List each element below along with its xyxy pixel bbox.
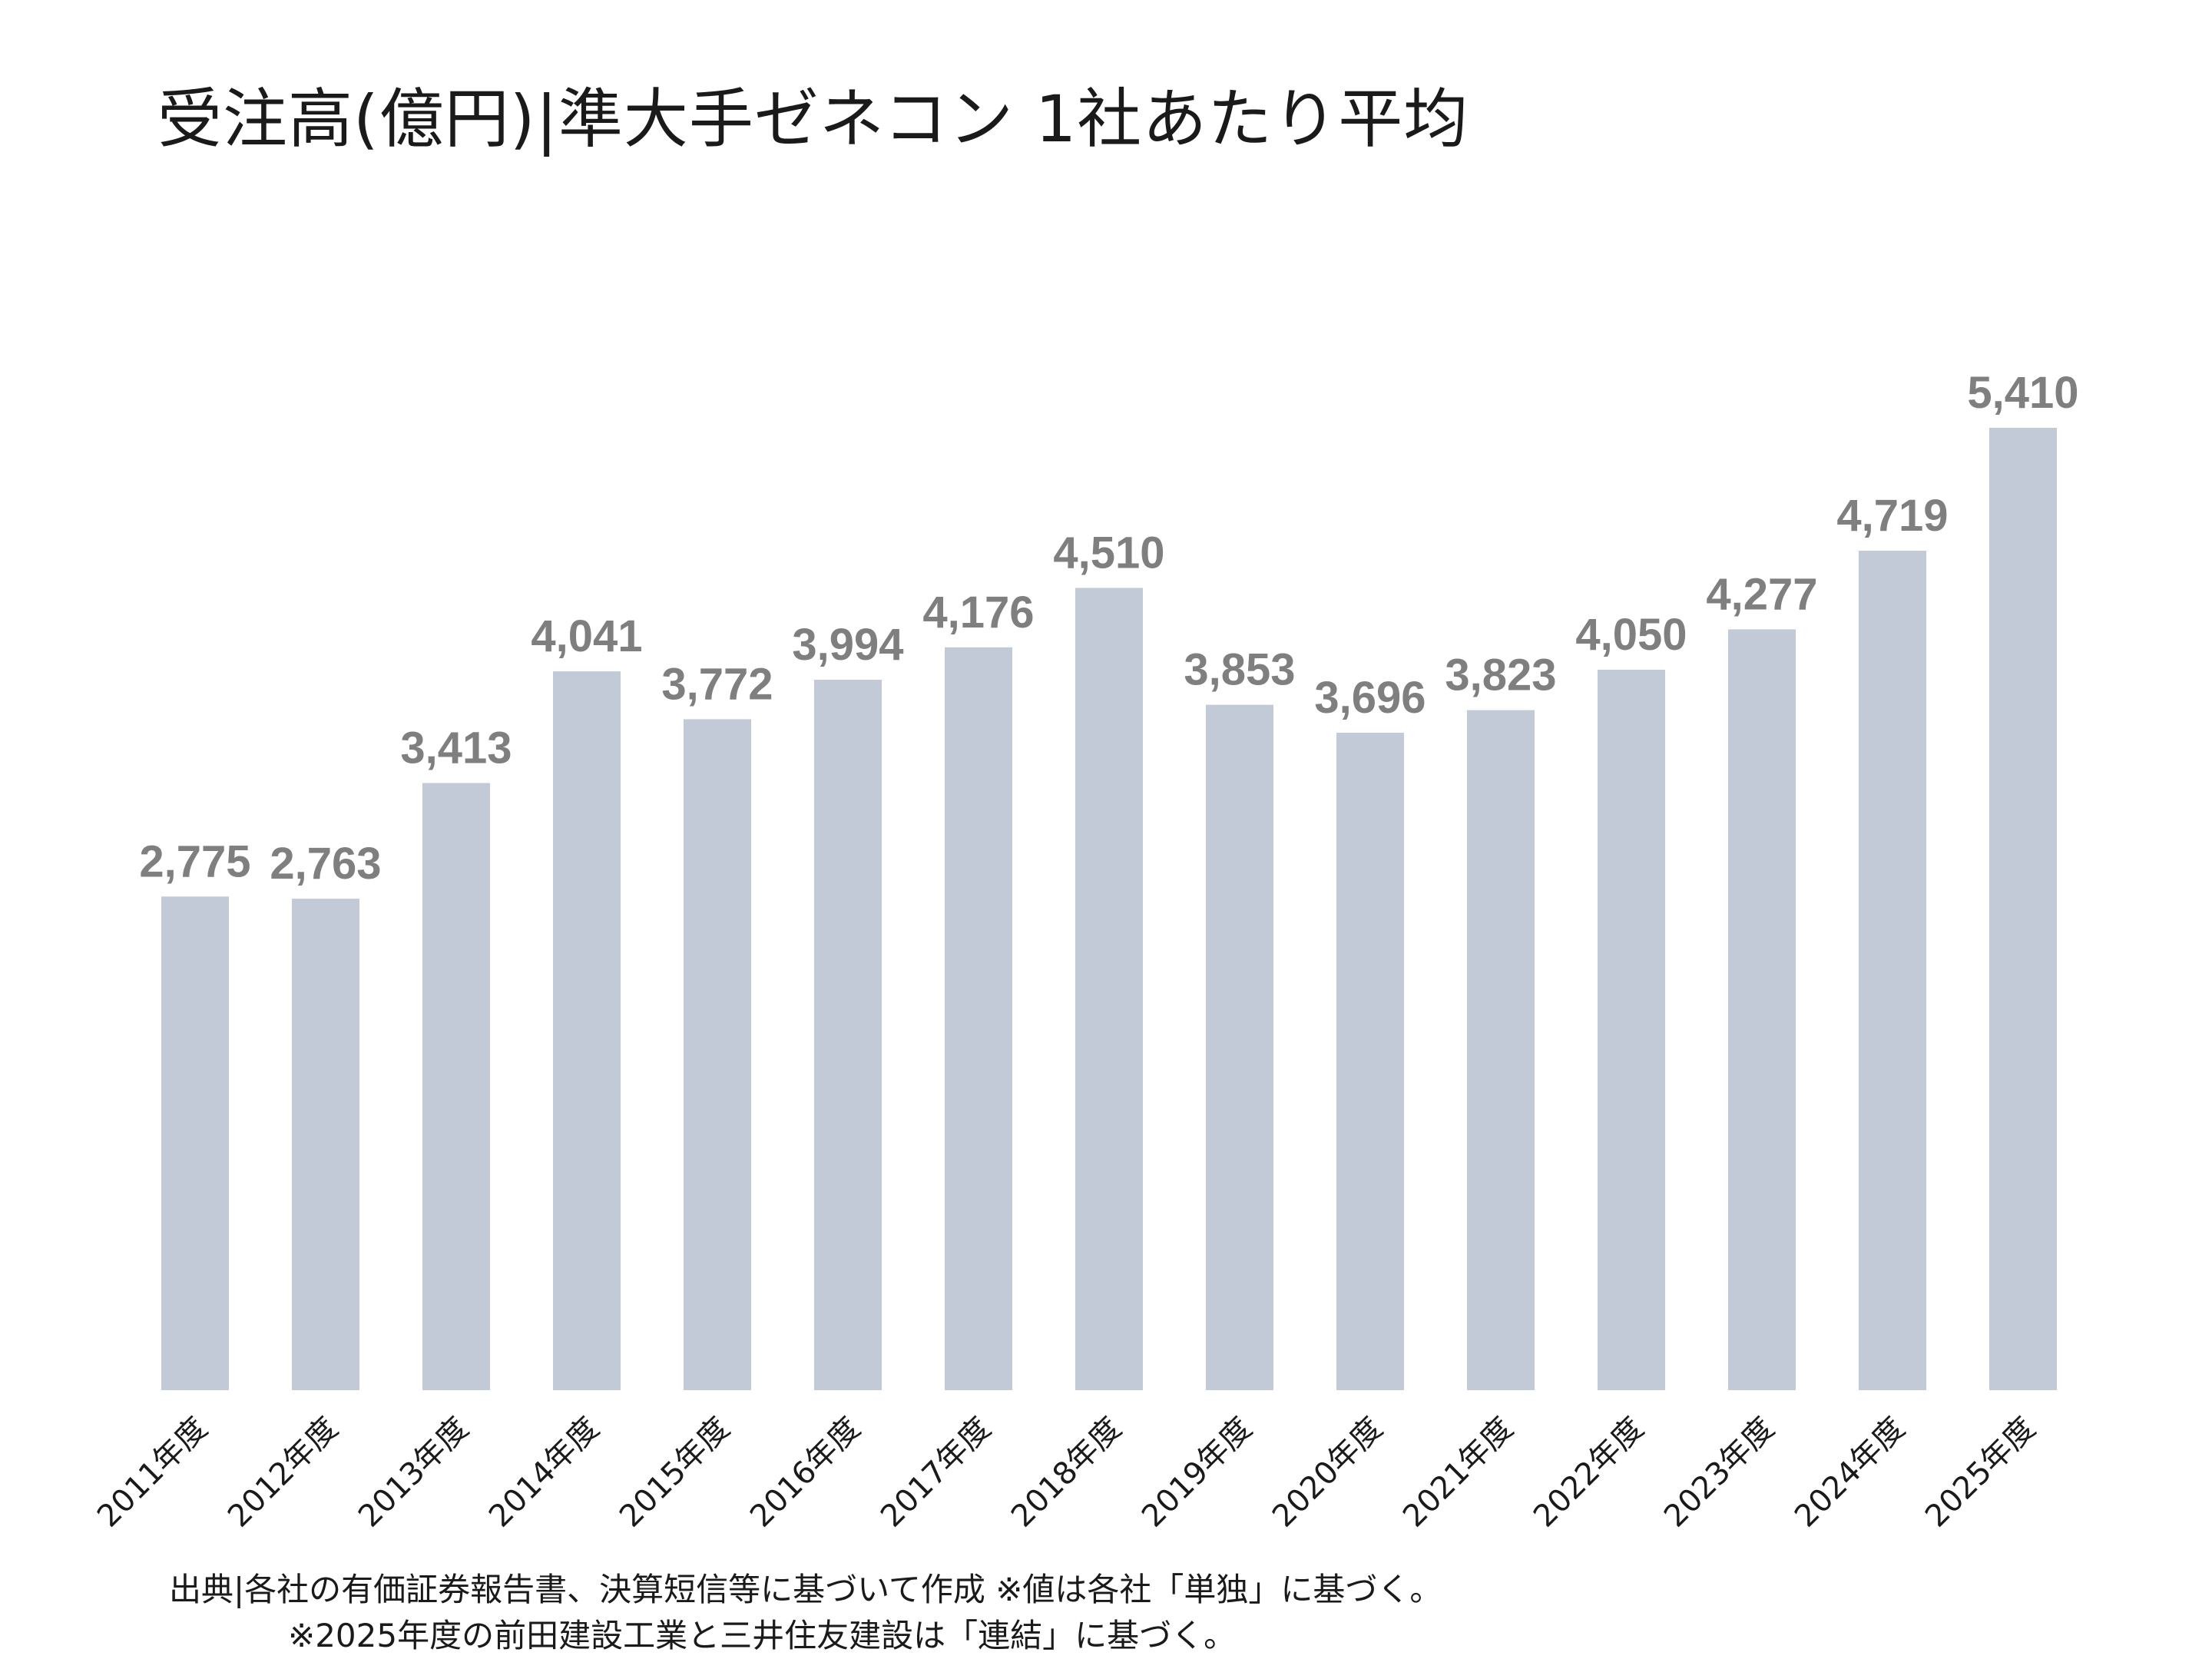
source-note-line-2: ※2025年度の前田建設工業と三井住友建設は「連結」に基づく。 <box>288 1617 1237 1654</box>
x-tick-label-2018年度: 2018年度 <box>1005 1411 1128 1535</box>
x-tick-label-2023年度: 2023年度 <box>1657 1411 1781 1535</box>
bar-2022年度 <box>1598 670 1665 1390</box>
bar-2015年度 <box>684 719 751 1390</box>
bar-2018年度 <box>1075 588 1143 1390</box>
bar-2014年度 <box>553 671 621 1390</box>
value-label-2018年度: 4,510 <box>1053 528 1164 578</box>
x-tick-label-2016年度: 2016年度 <box>743 1411 867 1535</box>
x-tick-label-2020年度: 2020年度 <box>1266 1411 1389 1535</box>
bar-2017年度 <box>945 647 1012 1390</box>
bar-2020年度 <box>1336 733 1404 1390</box>
value-label-2013年度: 3,413 <box>400 724 512 773</box>
x-tick-label-2024年度: 2024年度 <box>1788 1411 1912 1535</box>
x-tick-label-2013年度: 2013年度 <box>352 1411 475 1535</box>
value-label-2011年度: 2,775 <box>139 836 250 886</box>
bar-2012年度 <box>292 899 359 1390</box>
bars-group <box>161 428 2057 1390</box>
value-label-2016年度: 3,994 <box>792 620 903 670</box>
x-tick-label-2015年度: 2015年度 <box>613 1411 737 1535</box>
x-tick-label-2017年度: 2017年度 <box>874 1411 998 1535</box>
value-label-2012年度: 2,763 <box>270 839 381 889</box>
source-note: 出典|各社の有価証券報告書、決算短信等に基づいて作成 ※値は各社「単独」に基づく… <box>169 1567 1442 1659</box>
x-tick-label-2021年度: 2021年度 <box>1396 1411 1520 1535</box>
x-tick-label-2012年度: 2012年度 <box>221 1411 345 1535</box>
value-label-2022年度: 4,050 <box>1575 610 1687 660</box>
bar-2021年度 <box>1467 710 1535 1390</box>
value-label-2014年度: 4,041 <box>531 611 642 661</box>
x-tick-label-2019年度: 2019年度 <box>1135 1411 1259 1535</box>
chart-title: 受注高(億円)|準大手ゼネコン 1社あたり平均 <box>157 81 1469 157</box>
value-label-2024年度: 4,719 <box>1836 491 1948 541</box>
x-tick-labels-group: 2011年度 2012年度 2013年度 2014年度 2015年度 2016年度 2017… <box>91 1411 2042 1535</box>
bar-2024年度 <box>1859 551 1926 1390</box>
value-label-2017年度: 4,176 <box>922 588 1034 637</box>
x-tick-label-2022年度: 2022年度 <box>1527 1411 1651 1535</box>
value-label-2025年度: 5,410 <box>1967 368 2078 418</box>
x-tick-label-2011年度: 2011年度 <box>91 1411 214 1535</box>
bar-2011年度 <box>161 896 229 1390</box>
value-label-2021年度: 3,823 <box>1445 651 1556 700</box>
value-labels-group: 2,775 2,763 3,413 4,041 3,772 3,994 4,176 4,510… <box>139 368 2078 889</box>
bar-2023年度 <box>1728 629 1796 1390</box>
value-label-2019年度: 3,853 <box>1184 645 1295 695</box>
source-note-line-1: 出典|各社の有価証券報告書、決算短信等に基づいて作成 ※値は各社「単独」に基づく… <box>169 1571 1442 1608</box>
value-label-2015年度: 3,772 <box>661 659 773 709</box>
x-tick-label-2025年度: 2025年度 <box>1919 1411 2042 1535</box>
value-label-2023年度: 4,277 <box>1706 569 1817 619</box>
bar-2016年度 <box>814 680 882 1390</box>
bar-2013年度 <box>422 783 490 1390</box>
value-label-2020年度: 3,696 <box>1314 673 1426 723</box>
bar-2025年度 <box>1989 428 2057 1390</box>
bar-2019年度 <box>1206 704 1273 1390</box>
x-tick-label-2014年度: 2014年度 <box>482 1411 606 1535</box>
